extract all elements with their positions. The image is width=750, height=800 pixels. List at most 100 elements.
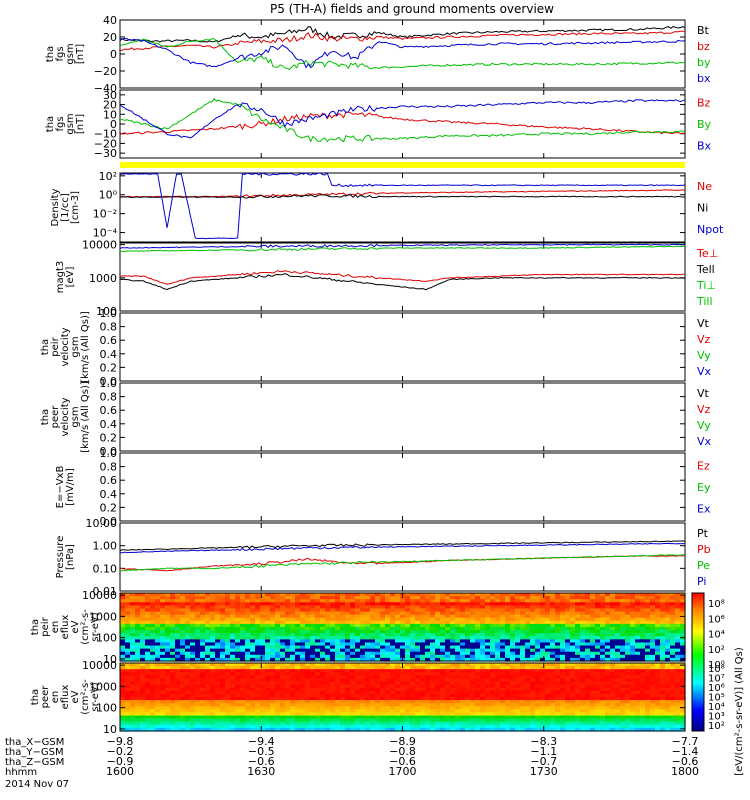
xaxis-row-label-2: tha_Z−GSM: [5, 757, 64, 768]
pressure-series-pb: [119, 554, 686, 572]
evxb-ytick-label-4: 0.2: [100, 501, 118, 514]
xaxis-value-1-2: −0.8: [389, 745, 416, 758]
fgs2-ylabel-0: tha: [45, 116, 56, 132]
peir_en-ytick-label-3: 10: [103, 653, 117, 666]
pressure-legend-3: Pi: [697, 575, 706, 588]
evxb-ytick-label-3: 0.4: [100, 488, 118, 501]
colorbar-bottom-tick-1: 10⁷: [708, 674, 725, 685]
fgs2-legend-2: Bx: [697, 139, 712, 152]
xaxis-value-1-1: −0.5: [248, 745, 275, 758]
colorbar-bottom-tick-5: 10³: [708, 712, 725, 723]
fgs-legend-1: bz: [697, 40, 710, 53]
peir-ytick-label-5: 0.0: [100, 375, 118, 388]
colorbar-bottom-tick-4: 10⁴: [708, 702, 725, 713]
peer-ylabel-2: velocity: [60, 397, 71, 436]
peer-ytick-label-5: 0.0: [100, 445, 118, 458]
density-legend-1: Ni: [697, 202, 708, 215]
density-ytick-label-1: 10⁰: [99, 189, 118, 202]
xaxis-row-label-1: tha_Y−GSM: [5, 747, 64, 758]
magt3-series-te: [119, 270, 686, 285]
pressure-series-pi: [120, 542, 685, 554]
peir_en-ylabel-1: peir: [40, 616, 51, 636]
peer-ytick-label-2: 0.6: [100, 404, 118, 417]
peir_en-ylabel-4: eV: [70, 620, 81, 633]
mode-bar: [120, 162, 685, 168]
xaxis-value-3-3: 1730: [530, 765, 558, 778]
density-legend-0: Ne: [697, 180, 712, 193]
xaxis-date: 2014 Nov 07: [5, 779, 69, 790]
colorbar-top-tick-2: 10⁴: [708, 630, 725, 641]
colorbar-bottom-tick-0: 10⁸: [708, 664, 725, 675]
peer_en-ytick-label-0: 10000: [82, 659, 117, 672]
peer_en-ylabel-6: sr-eV): [90, 682, 101, 711]
evxb-legend-0: Ez: [697, 460, 710, 473]
peir_en-ylabel-2: en: [50, 621, 61, 634]
magt3-ylabel-0: magt3: [55, 261, 66, 294]
magt3-ytick-label-1: 1000: [89, 272, 117, 285]
colorbar-bottom-tick-3: 10⁵: [708, 693, 725, 704]
xaxis-value-3-0: 1600: [106, 765, 134, 778]
magt3-series-ti: [119, 245, 686, 253]
density-series-ni: [119, 194, 685, 199]
pressure-ylabel-1: [nPa]: [65, 544, 76, 570]
peer_en-ytick-label-1: 1000: [89, 680, 117, 693]
colorbar-top-tick-4: 10⁰: [708, 660, 725, 671]
pressure-series-pt: [119, 540, 686, 552]
evxb-ytick-label-5: 0.0: [100, 515, 118, 528]
density-series-npot: [119, 172, 686, 240]
fgs-series-bt: [119, 26, 686, 43]
fgs2-ytick-label-4: −10: [94, 128, 117, 141]
peer-ytick-label-1: 0.8: [100, 391, 118, 404]
peir_en-spectrogram: [120, 593, 686, 662]
density-ytick-label-0: 10²: [99, 170, 117, 183]
peer-ytick-label-0: 1.0: [100, 377, 118, 390]
fgs-ylabel-3: [nT]: [75, 44, 86, 64]
plot-title: P5 (TH-A) fields and ground moments over…: [270, 2, 554, 16]
pressure-ylabel-0: Pressure: [55, 536, 66, 579]
peer-frame: [119, 382, 686, 452]
xaxis-value-2-3: −0.7: [530, 755, 557, 768]
xaxis-value-0-1: −9.4: [248, 735, 275, 748]
fgs-legend-2: by: [697, 56, 711, 69]
fgs-ylabel-0: tha: [45, 46, 56, 62]
colorbar-label: [eV/(cm²-s-sr-eV)] (All Qs): [734, 647, 745, 776]
fgs-series-bz: [119, 30, 686, 52]
fgs2-ytick-label-0: 30: [103, 89, 117, 102]
magt3-ylabel-1: [eV]: [65, 267, 76, 288]
density-legend-2: Npot: [697, 223, 724, 236]
xaxis-row-label-3: hhmm: [5, 767, 37, 778]
fgs2-ytick-label-5: −20: [94, 137, 117, 150]
fgs2-frame: [119, 89, 686, 159]
peer_en-ytick-label-3: 10: [103, 723, 117, 736]
colorbar-top-tick-1: 10⁶: [708, 614, 725, 625]
peir-ytick-label-1: 0.8: [100, 321, 118, 334]
fgs-series-by: [119, 38, 686, 71]
peir-ytick-label-0: 1.0: [100, 307, 118, 320]
peer-ylabel-4: [km/s (All Qs)]: [80, 381, 91, 453]
magt3-legend-1: Tell: [696, 263, 715, 276]
peer_en-ylabel-4: eV: [70, 690, 81, 703]
fgs2-ytick-label-2: 10: [103, 108, 117, 121]
fgs-legend-0: Bt: [697, 24, 710, 37]
colorbar-top-tick-3: 10²: [708, 645, 725, 656]
peer-legend-3: Vx: [697, 435, 712, 448]
density-ylabel-1: [1/cc]: [60, 193, 71, 222]
fgs-ytick-label-3: −20: [94, 65, 117, 78]
peir-legend-3: Vx: [697, 365, 712, 378]
peer_en-ytick-label-2: 100: [96, 702, 117, 715]
peir-ytick-label-4: 0.2: [100, 361, 118, 374]
evxb-legend-1: Ey: [697, 481, 711, 494]
peer-legend-2: Vy: [697, 419, 711, 432]
pressure-series-pe: [119, 554, 685, 572]
xaxis-value-1-3: −1.1: [530, 745, 557, 758]
fgs2-ylabel-2: gsm: [65, 113, 76, 134]
magt3-series-til: [119, 243, 686, 249]
evxb-ytick-label-2: 0.6: [100, 474, 118, 487]
peer-legend-0: Vt: [697, 387, 710, 400]
fgs2-ylabel-3: [nT]: [75, 114, 86, 134]
xaxis-value-2-2: −0.6: [389, 755, 416, 768]
fgs-frame: [119, 19, 686, 89]
peir-ylabel-2: velocity: [60, 327, 71, 366]
peir_en-ytick-label-0: 10000: [82, 589, 117, 602]
